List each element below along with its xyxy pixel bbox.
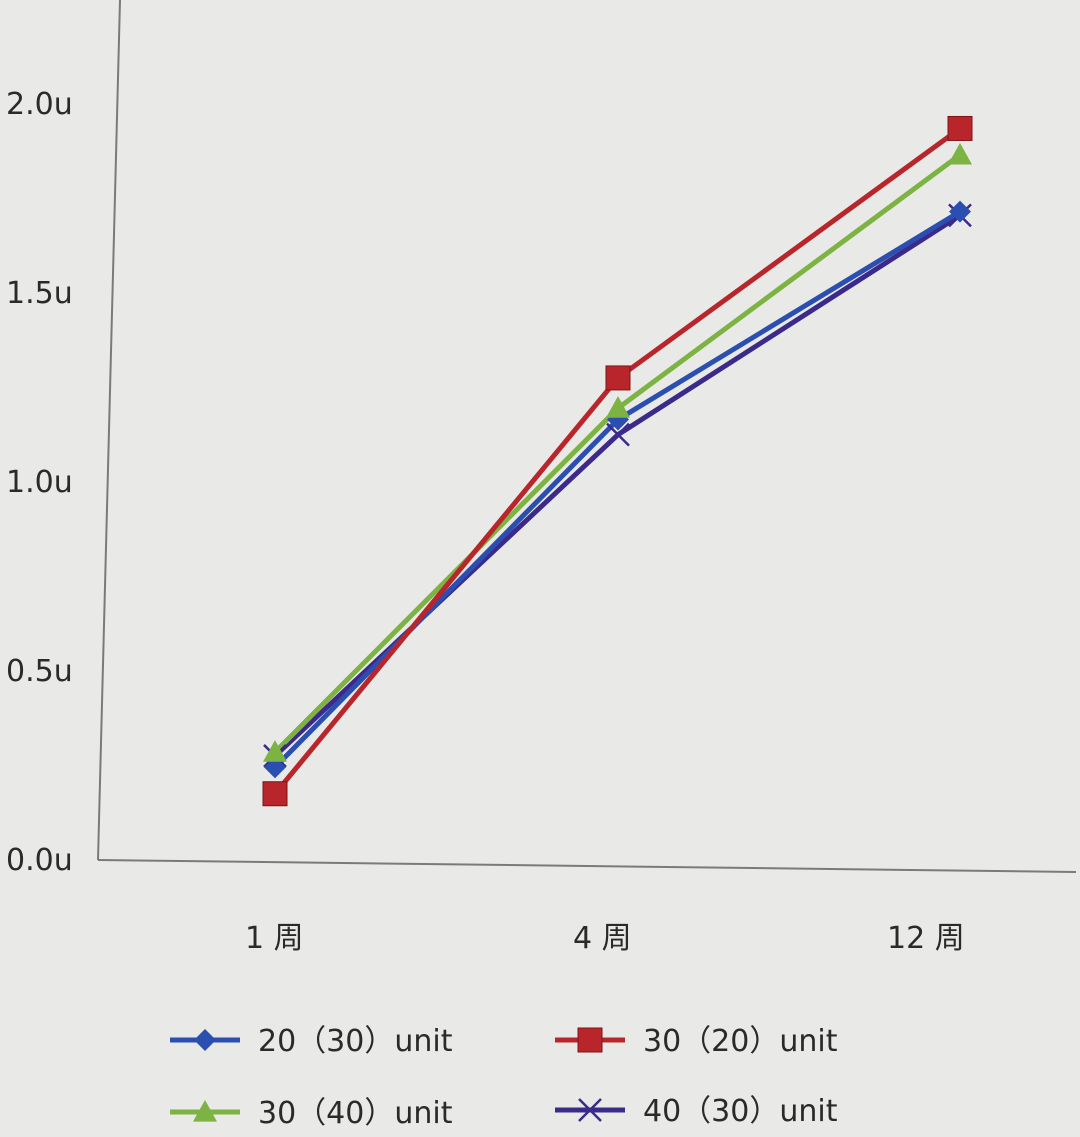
legend-label: 20（30）unit bbox=[258, 1024, 453, 1059]
series-3-point bbox=[948, 142, 972, 165]
legend-marker bbox=[578, 1098, 602, 1122]
y-tick-label: 0.0u bbox=[6, 843, 73, 878]
legend-marker bbox=[577, 1027, 603, 1053]
series-line-1 bbox=[272, 209, 963, 770]
series-3-point bbox=[606, 396, 630, 418]
x-tick-label: 1 周 bbox=[245, 921, 304, 956]
legend-marker bbox=[193, 1100, 217, 1122]
legend-item: 30（40）unit bbox=[170, 1096, 453, 1131]
series-1-point bbox=[264, 756, 286, 779]
series-lines bbox=[272, 125, 963, 797]
y-tick-labels: 0.0u 0.5u 1.0u 1.5u 2.0u bbox=[6, 87, 73, 878]
y-tick-label: 1.0u bbox=[6, 465, 73, 500]
y-axis-line bbox=[97, 0, 121, 861]
legend-item: 40（30）unit bbox=[555, 1094, 838, 1129]
legend-item: 30（20）unit bbox=[555, 1024, 838, 1059]
series-1-point bbox=[949, 200, 971, 223]
x-axis-line bbox=[97, 859, 1077, 873]
legend-marker bbox=[194, 1029, 216, 1051]
chart-axes bbox=[97, 0, 1077, 873]
series-2-point bbox=[605, 365, 631, 391]
series-4-point bbox=[606, 422, 630, 447]
series-2-point bbox=[947, 115, 973, 141]
legend-label: 40（30）unit bbox=[643, 1094, 838, 1129]
legend: 20（30）unit 30（20）unit 30（40）unit 40（30）unit bbox=[170, 1024, 838, 1131]
y-tick-label: 1.5u bbox=[6, 276, 73, 311]
y-tick-label: 0.5u bbox=[6, 654, 73, 689]
x-tick-label: 12 周 bbox=[887, 921, 965, 956]
series-2-point bbox=[262, 781, 288, 807]
series-markers bbox=[262, 115, 973, 807]
y-tick-label: 2.0u bbox=[6, 87, 73, 122]
legend-label: 30（40）unit bbox=[258, 1096, 453, 1131]
x-tick-label: 4 周 bbox=[573, 921, 632, 956]
series-line-4 bbox=[272, 212, 963, 759]
legend-item: 20（30）unit bbox=[170, 1024, 453, 1059]
x-tick-labels: 1 周 4 周 12 周 bbox=[245, 921, 965, 956]
series-3-point bbox=[263, 740, 287, 762]
legend-label: 30（20）unit bbox=[643, 1024, 838, 1059]
